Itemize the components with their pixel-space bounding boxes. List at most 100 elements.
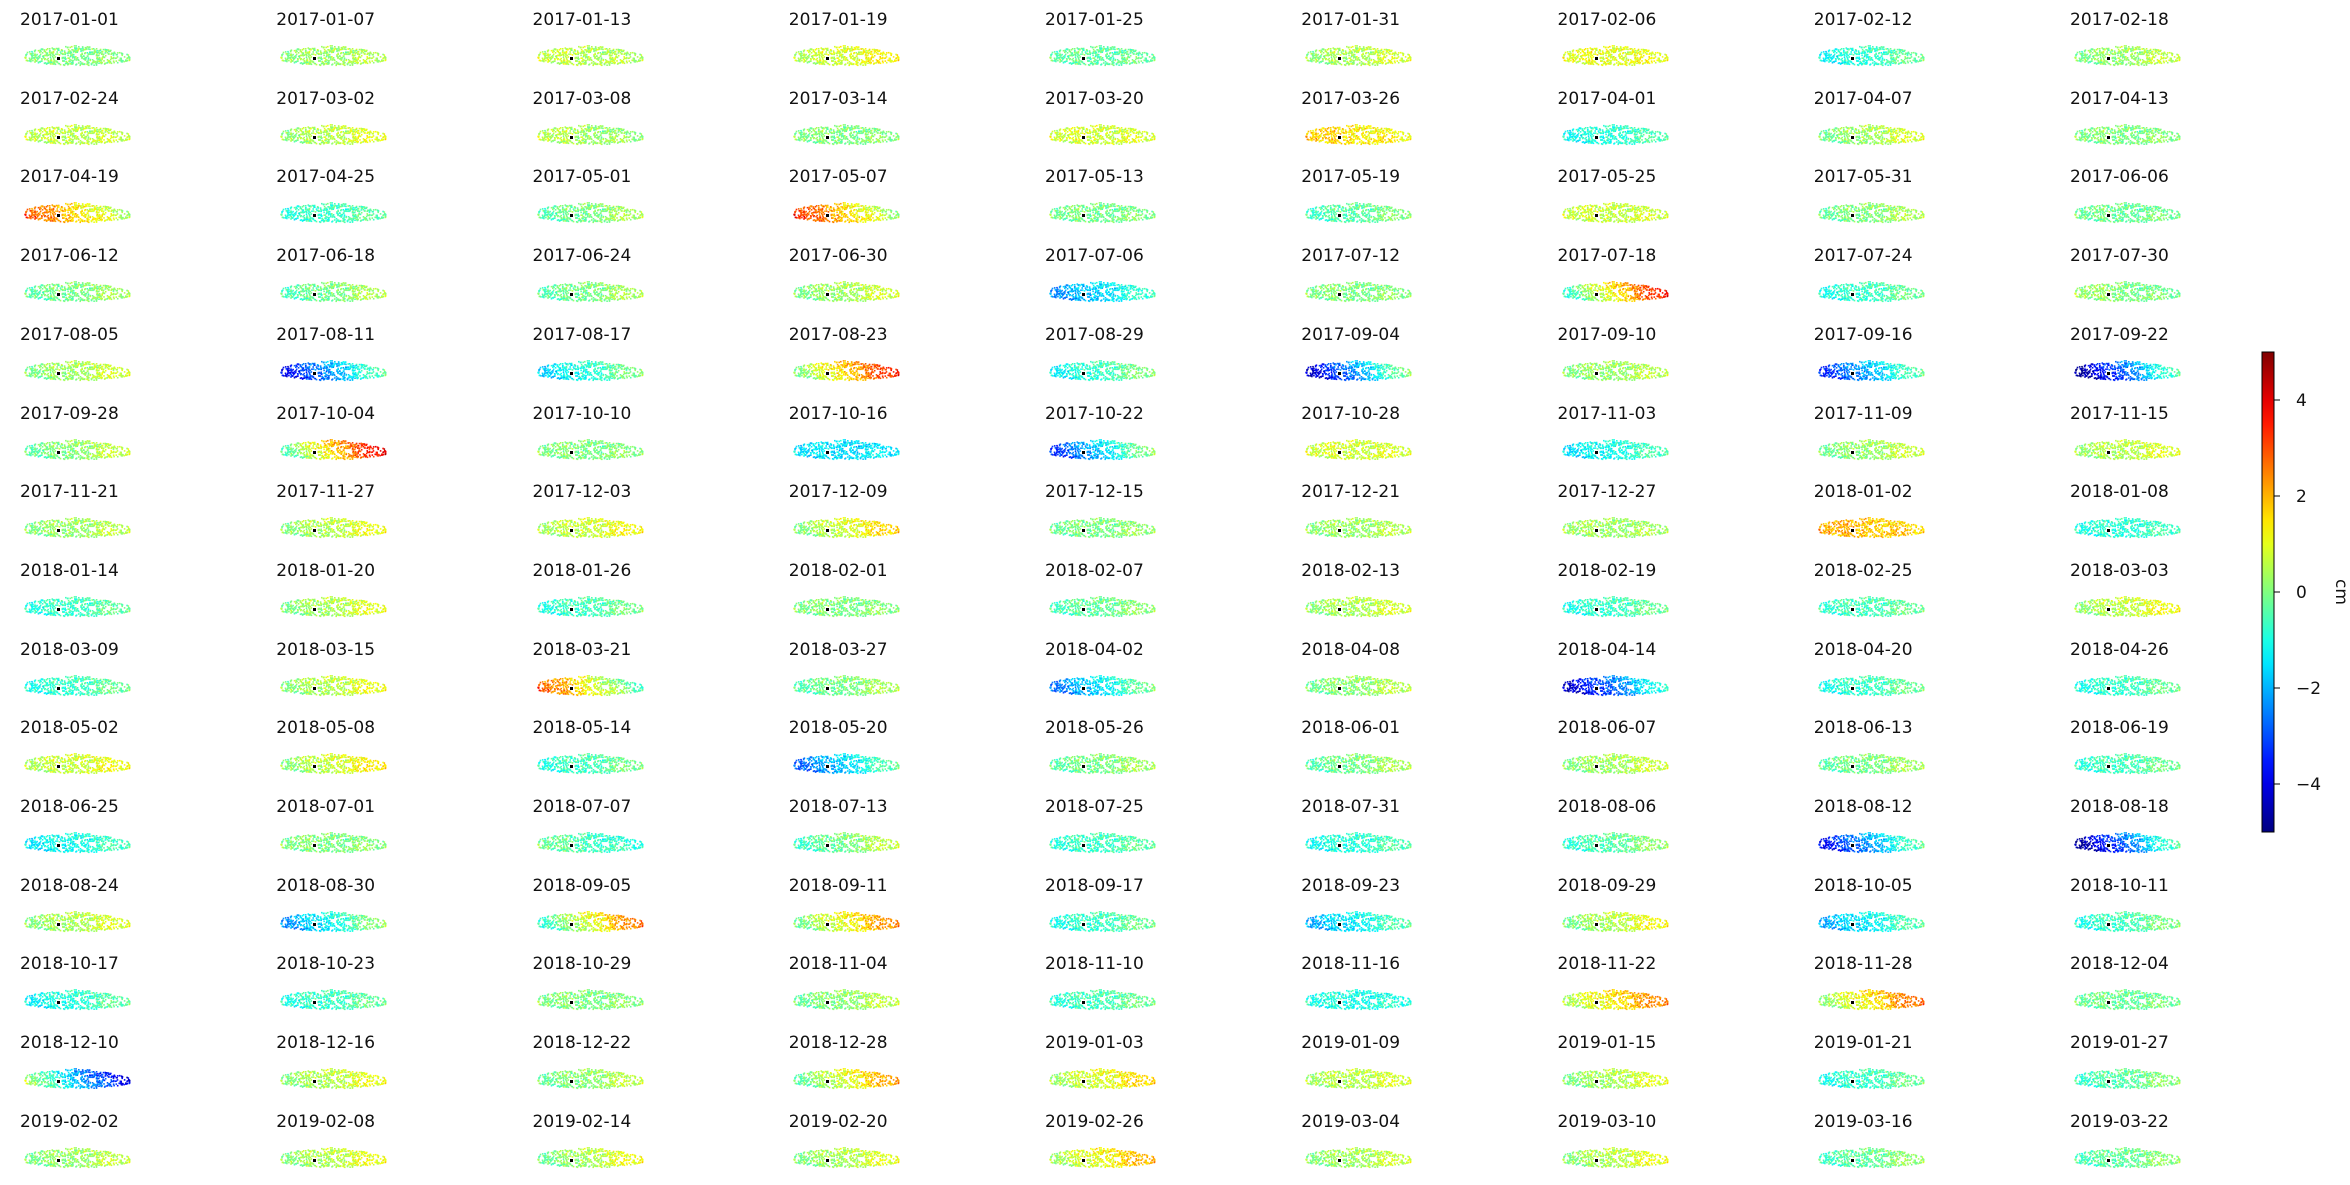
displacement-point — [798, 51, 800, 53]
displacement-point — [344, 57, 346, 59]
displacement-point — [565, 53, 567, 55]
displacement-point — [799, 59, 801, 61]
displacement-point — [1146, 55, 1148, 57]
displacement-point — [1872, 48, 1874, 50]
displacement-point — [2119, 61, 2121, 63]
displacement-point — [361, 55, 363, 57]
displacement-point — [547, 54, 549, 56]
displacement-point — [2115, 46, 2117, 48]
displacement-point — [2139, 60, 2141, 62]
displacement-point — [1624, 61, 1626, 63]
displacement-point — [1359, 46, 1361, 48]
displacement-point — [1819, 57, 1821, 59]
displacement-point — [2082, 55, 2084, 57]
displacement-point — [2084, 54, 2086, 56]
displacement-point — [1066, 59, 1068, 61]
displacement-point — [1362, 56, 1364, 58]
displacement-point — [2097, 58, 2099, 60]
displacement-point — [2111, 50, 2113, 52]
displacement-point — [358, 57, 360, 59]
displacement-point — [577, 57, 579, 59]
displacement-point — [1900, 62, 1902, 64]
displacement-point — [1368, 64, 1370, 66]
displacement-point — [1843, 57, 1845, 59]
displacement-point — [1846, 52, 1848, 54]
displacement-point — [1392, 63, 1394, 65]
displacement-point — [1590, 58, 1592, 60]
displacement-point — [1594, 51, 1596, 53]
displacement-point — [75, 135, 77, 137]
displacement-point — [1103, 46, 1105, 48]
displacement-point — [853, 58, 855, 60]
displacement-point — [2100, 58, 2102, 60]
displacement-point — [1113, 57, 1115, 59]
displacement-point — [2088, 50, 2090, 52]
displacement-point — [101, 59, 103, 61]
displacement-point — [38, 58, 40, 60]
displacement-point — [48, 60, 50, 62]
displacement-point — [1358, 57, 1360, 59]
displacement-point — [1121, 54, 1123, 56]
displacement-point — [1376, 61, 1378, 63]
displacement-point — [552, 55, 554, 57]
displacement-point — [1897, 60, 1899, 62]
displacement-point — [861, 53, 863, 55]
displacement-point — [588, 56, 590, 58]
displacement-point — [33, 57, 35, 59]
displacement-point — [592, 61, 594, 63]
displacement-point — [1912, 60, 1914, 62]
displacement-point — [322, 61, 324, 63]
displacement-point — [1657, 58, 1659, 60]
displacement-point — [607, 61, 609, 63]
displacement-point — [316, 51, 318, 53]
displacement-point — [554, 52, 556, 54]
displacement-point — [1586, 54, 1588, 56]
displacement-point — [2128, 46, 2130, 48]
reference-point-marker — [1851, 57, 1854, 60]
displacement-point — [1629, 59, 1631, 61]
displacement-point — [67, 55, 69, 57]
displacement-point — [1582, 62, 1584, 64]
displacement-point — [1101, 50, 1103, 52]
displacement-point — [1307, 60, 1309, 62]
displacement-point — [369, 54, 371, 56]
displacement-point — [1648, 58, 1650, 60]
displacement-point — [546, 57, 548, 59]
displacement-point — [72, 56, 74, 58]
displacement-point — [1656, 60, 1658, 62]
displacement-point — [1345, 65, 1347, 67]
displacement-point — [2176, 58, 2178, 60]
displacement-point — [82, 46, 84, 48]
displacement-point — [2099, 50, 2101, 52]
displacement-point — [129, 138, 131, 140]
displacement-point — [2082, 60, 2084, 62]
displacement-point — [1379, 55, 1381, 57]
displacement-point — [345, 46, 347, 48]
displacement-point — [609, 50, 611, 52]
displacement-point — [1114, 46, 1116, 48]
panel-displacement-map — [533, 36, 653, 76]
displacement-point — [871, 51, 873, 53]
displacement-point — [1902, 50, 1904, 52]
reference-point-marker — [570, 57, 573, 60]
displacement-point — [2141, 48, 2143, 50]
displacement-point — [1852, 63, 1854, 65]
displacement-point — [893, 56, 895, 58]
displacement-point — [1857, 65, 1859, 67]
displacement-point — [1922, 56, 1924, 58]
displacement-point — [828, 51, 830, 53]
displacement-point — [1915, 55, 1917, 57]
displacement-point — [324, 57, 326, 59]
displacement-point — [324, 63, 326, 65]
displacement-point — [1108, 55, 1110, 57]
displacement-point — [328, 60, 330, 62]
displacement-point — [2170, 58, 2172, 60]
displacement-point — [1120, 61, 1122, 63]
displacement-point — [1332, 60, 1334, 62]
displacement-point — [1865, 63, 1867, 65]
displacement-point — [1363, 63, 1365, 65]
displacement-point — [1899, 55, 1901, 57]
displacement-point — [2122, 54, 2124, 56]
displacement-point — [1844, 52, 1846, 54]
displacement-point — [1133, 53, 1135, 55]
